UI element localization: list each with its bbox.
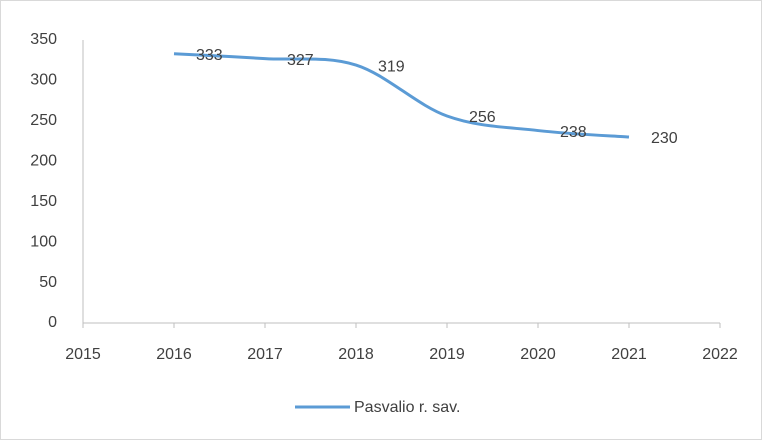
data-label: 319 <box>378 58 405 75</box>
y-tick-label: 350 <box>30 31 57 48</box>
x-tick-label: 2015 <box>65 346 101 363</box>
x-tick-label: 2021 <box>611 346 647 363</box>
y-tick-label: 300 <box>30 72 57 89</box>
x-tick-label: 2016 <box>156 346 192 363</box>
data-label: 238 <box>560 124 587 141</box>
data-label: 256 <box>469 109 496 126</box>
x-tick-label: 2017 <box>247 346 283 363</box>
y-tick-label: 100 <box>30 233 57 250</box>
x-tick-label: 2018 <box>338 346 374 363</box>
data-label: 230 <box>651 130 678 147</box>
y-tick-label: 200 <box>30 153 57 170</box>
data-label: 333 <box>196 47 223 64</box>
data-label: 327 <box>287 52 314 69</box>
y-tick-label: 250 <box>30 112 57 129</box>
y-tick-label: 0 <box>48 314 57 331</box>
x-tick-label: 2022 <box>702 346 738 363</box>
x-tick-label: 2020 <box>520 346 556 363</box>
y-tick-label: 150 <box>30 193 57 210</box>
line <box>173 52 630 139</box>
y-tick-label: 50 <box>39 274 57 291</box>
x-tick-label: 2019 <box>429 346 465 363</box>
legend-label: Pasvalio r. sav. <box>354 399 460 416</box>
